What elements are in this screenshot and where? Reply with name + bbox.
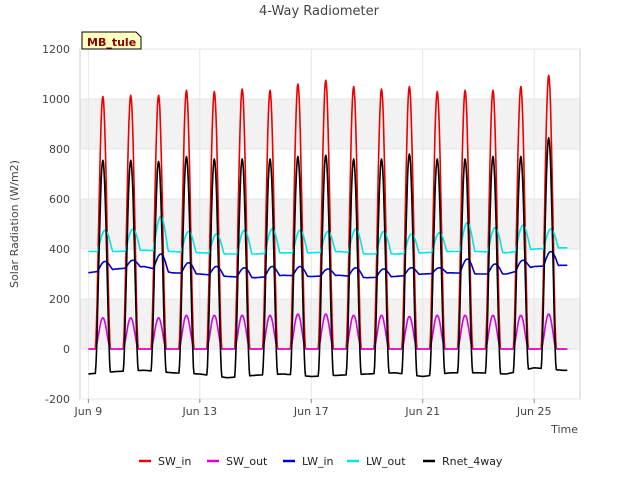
legend: SW_in SW_out LW_in LW_out Rnet_4way — [139, 455, 503, 468]
legend-item-lw_out: LW_out — [347, 455, 406, 468]
legend-label: Rnet_4way — [442, 455, 503, 468]
y-axis-ticks: -200 0 200 400 600 800 1000 1200 — [42, 43, 70, 406]
x-tick-label: Jun 21 — [404, 405, 440, 418]
x-tick-label: Jun 13 — [181, 405, 217, 418]
y-tick-label: 0 — [63, 343, 70, 356]
y-tick-label: 400 — [49, 243, 70, 256]
station-badge: MB_tule — [81, 31, 142, 50]
series-line-lw_out — [88, 215, 568, 255]
series-line-lw_in — [88, 250, 568, 279]
grid-band — [80, 99, 580, 149]
y-tick-label: -200 — [45, 393, 70, 406]
legend-label: LW_in — [302, 455, 334, 468]
legend-label: SW_out — [226, 455, 268, 468]
series-line-rnet_4way — [88, 137, 568, 379]
y-tick-label: 1200 — [42, 43, 70, 56]
chart-title: 4-Way Radiometer — [259, 4, 380, 19]
x-axis-ticks: Jun 9 Jun 13 Jun 17 Jun 21 Jun 25 — [74, 399, 552, 418]
legend-label: SW_in — [158, 455, 191, 468]
y-tick-label: 200 — [49, 293, 70, 306]
station-badge-shape — [81, 31, 142, 50]
y-tick-label: 1000 — [42, 93, 70, 106]
y-axis-label: Solar Radiation (W/m2) — [8, 160, 21, 288]
legend-item-rnet_4way: Rnet_4way — [423, 455, 503, 468]
x-axis-label: Time — [550, 423, 578, 436]
x-tick-label: Jun 9 — [74, 405, 103, 418]
legend-label: LW_out — [366, 455, 406, 468]
legend-item-sw_in: SW_in — [139, 455, 191, 468]
x-tick-label: Jun 17 — [293, 405, 329, 418]
y-tick-label: 800 — [49, 143, 70, 156]
x-tick-label: Jun 25 — [516, 405, 552, 418]
y-tick-label: 600 — [49, 193, 70, 206]
station-badge-label: MB_tule — [87, 36, 136, 49]
legend-item-sw_out: SW_out — [207, 455, 268, 468]
series-lines — [88, 74, 568, 379]
legend-item-lw_in: LW_in — [283, 455, 334, 468]
